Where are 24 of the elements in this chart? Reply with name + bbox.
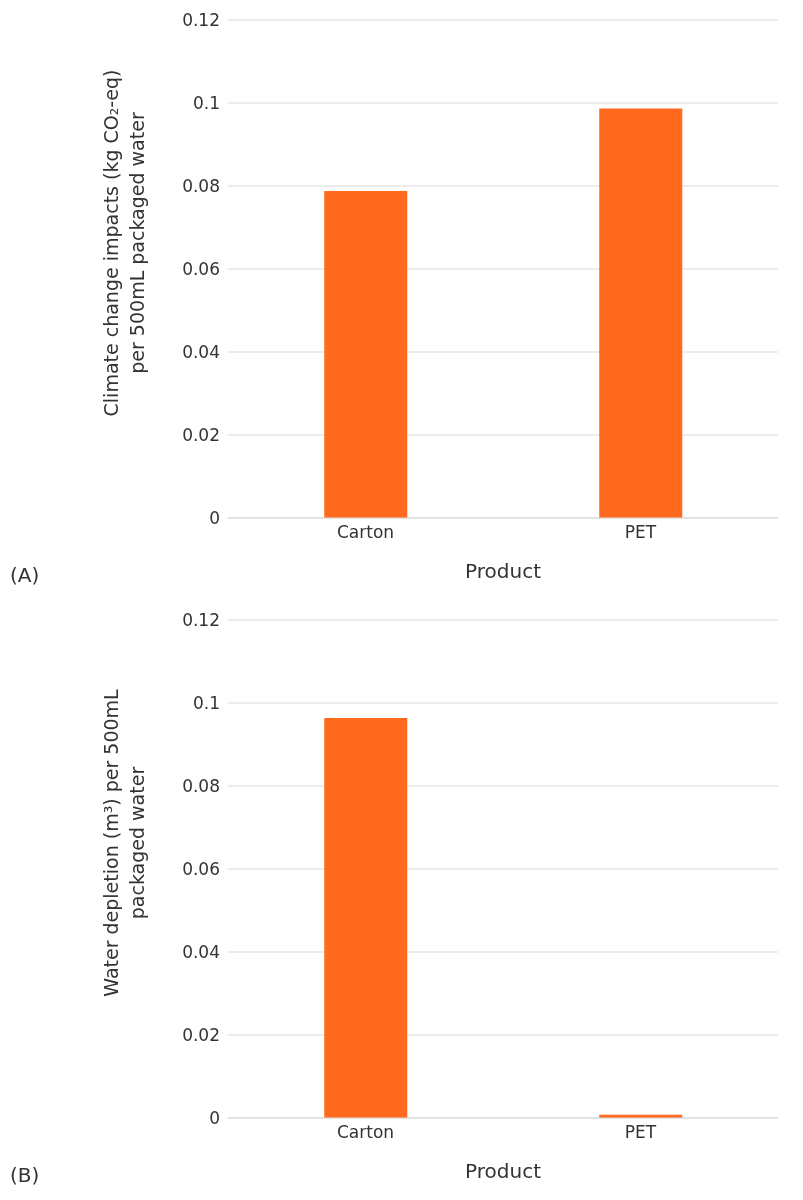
- y-tick-label: 0.1: [192, 93, 220, 114]
- y-tick-label: 0.02: [182, 1025, 220, 1046]
- y-tick-label: 0.06: [182, 859, 220, 880]
- y-tick-label: 0.08: [182, 176, 220, 197]
- x-axis-title: Product: [465, 559, 542, 583]
- y-tick-label: 0.1: [192, 693, 220, 714]
- x-tick-label: PET: [624, 1122, 657, 1143]
- x-tick-label: PET: [624, 522, 657, 543]
- y-tick-label: 0.06: [182, 259, 220, 280]
- y-axis-title: Climate change impacts (kg CO₂-eq) per 500mL packaged water: [99, 68, 149, 419]
- y-tick-label: 0: [209, 508, 220, 529]
- y-tick-label: 0.12: [182, 610, 220, 631]
- y-tick-label: 0.04: [182, 942, 220, 963]
- y-tick-label: 0.02: [182, 425, 220, 446]
- x-axis-title: Product: [465, 1159, 542, 1183]
- text: (A): [10, 563, 40, 587]
- x-tick-label: Carton: [336, 522, 395, 543]
- x-tick-label: Carton: [336, 1122, 395, 1143]
- y-axis-title: Water depletion (m³) per 500mL packaged water: [99, 688, 149, 999]
- y-tick-label: 0.12: [182, 10, 220, 31]
- text: (B): [10, 1163, 40, 1187]
- y-tick-label: 0: [209, 1108, 220, 1129]
- y-tick-label: 0.04: [182, 342, 220, 363]
- y-tick-label: 0.08: [182, 776, 220, 797]
